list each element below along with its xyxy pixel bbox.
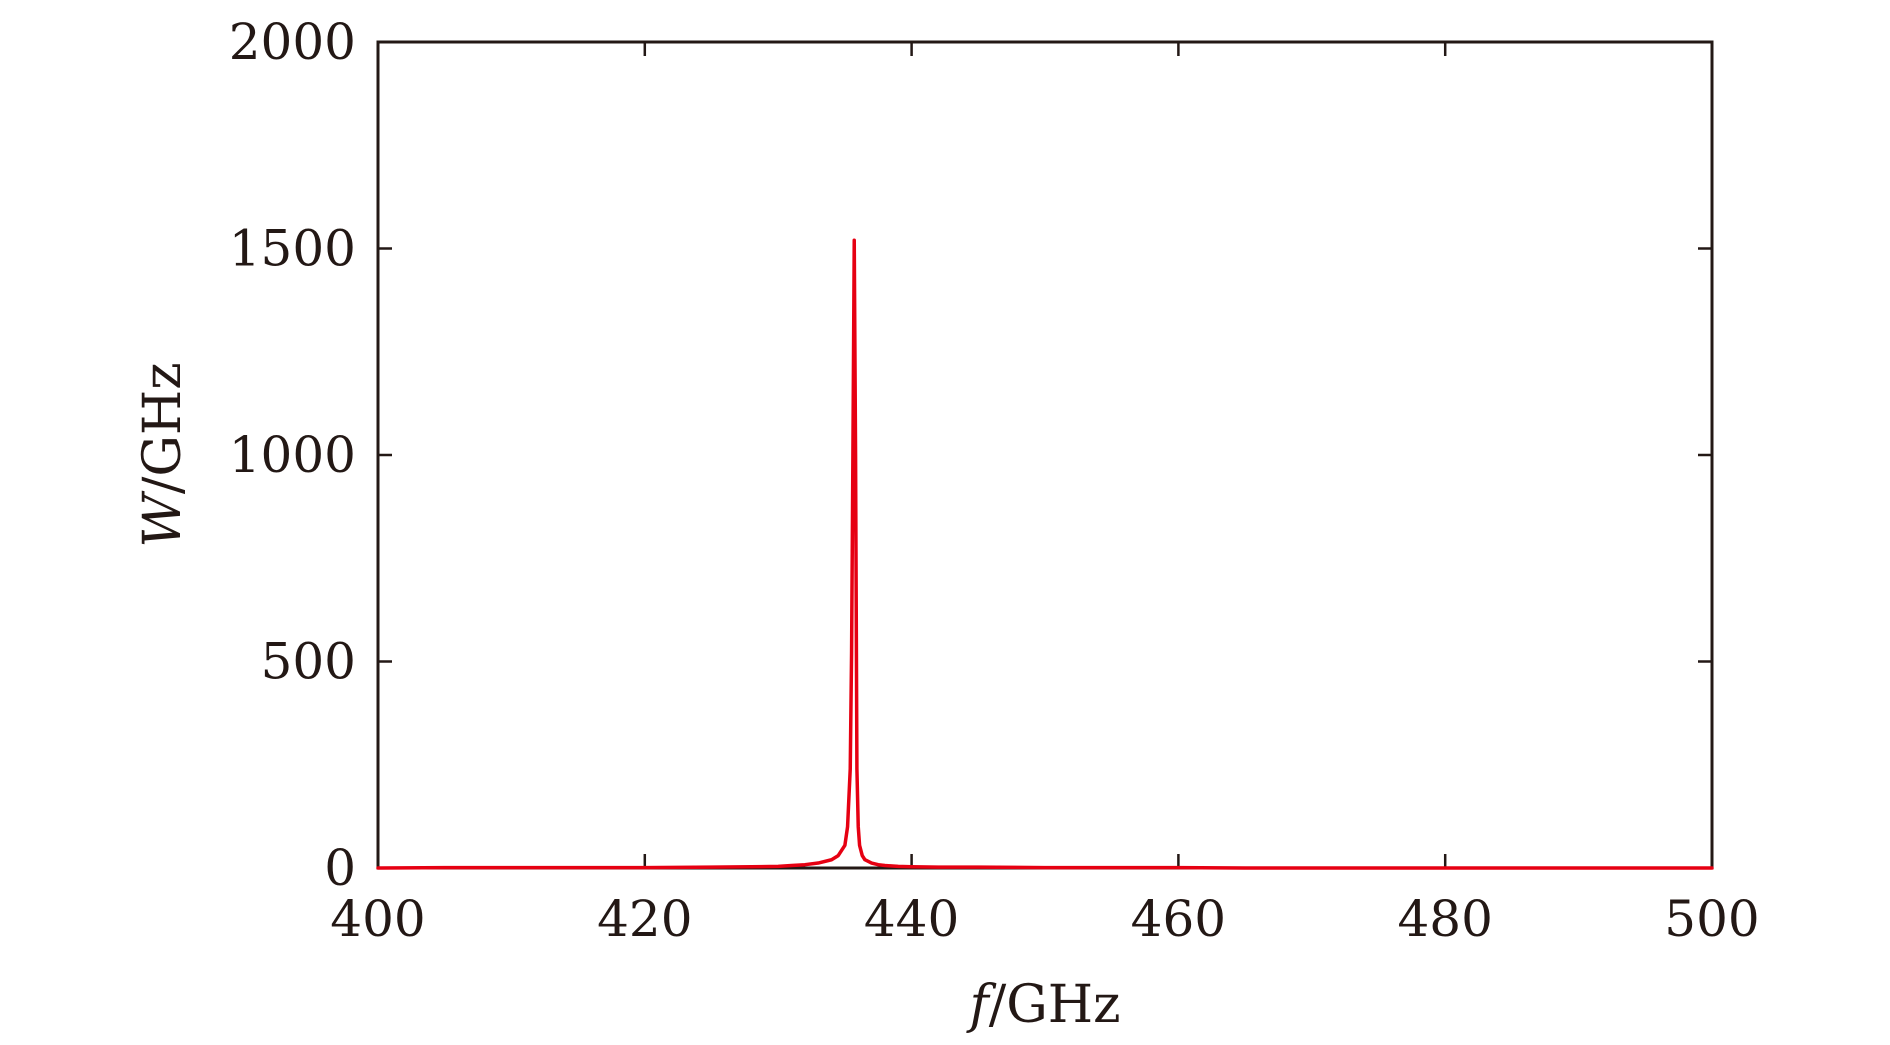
x-axis-unit: /GHz <box>989 975 1121 1035</box>
y-axis-label: W/GHz <box>133 362 193 547</box>
y-tick-label: 0 <box>324 839 356 897</box>
x-axis-label: f/GHz <box>965 975 1120 1035</box>
y-axis-unit: /GHz <box>133 362 193 494</box>
plot-area <box>376 40 1714 870</box>
y-tick-label: 1500 <box>229 220 356 278</box>
y-axis-symbol: W <box>133 491 193 548</box>
x-tick-label: 480 <box>1397 890 1492 948</box>
y-tick-label: 1000 <box>229 426 356 484</box>
x-tick-label: 420 <box>597 890 692 948</box>
x-tick-label: 400 <box>330 890 425 948</box>
x-tick-label: 460 <box>1131 890 1226 948</box>
x-axis-ticks: 400 420 440 460 480 500 <box>330 42 1760 948</box>
y-tick-label: 2000 <box>229 13 356 71</box>
series-line-0 <box>376 238 1714 870</box>
plot-frame <box>376 40 1714 870</box>
y-tick-label: 500 <box>261 633 356 691</box>
x-tick-label: 440 <box>864 890 959 948</box>
series-layer <box>376 238 1714 870</box>
y-axis-ticks: 0 500 1000 1500 2000 <box>229 13 1712 897</box>
x-tick-label: 500 <box>1664 890 1759 948</box>
